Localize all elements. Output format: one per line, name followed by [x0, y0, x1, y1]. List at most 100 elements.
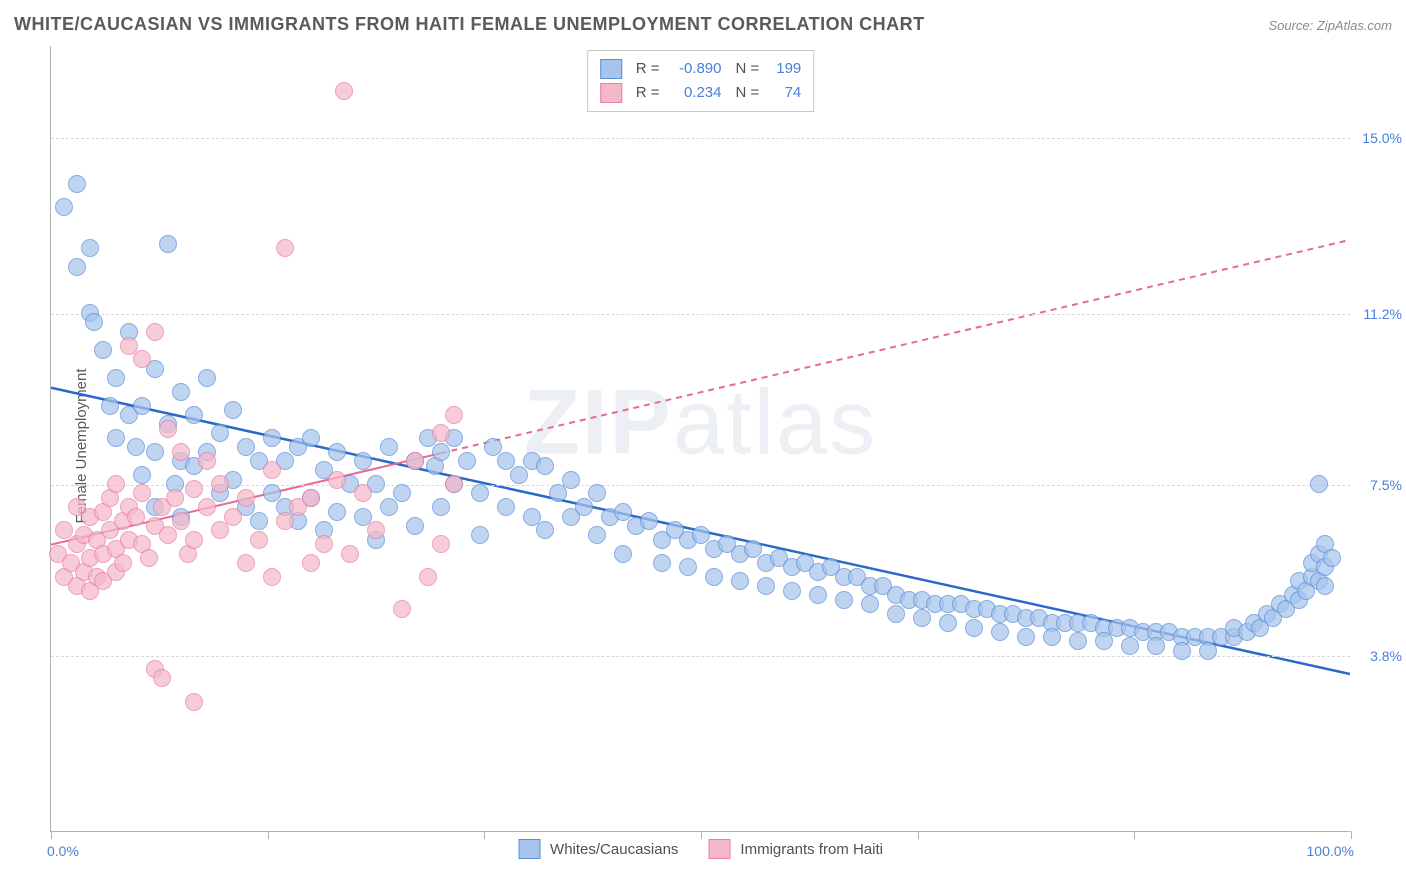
scatter-point [1147, 637, 1165, 655]
legend-swatch-0 [600, 59, 622, 79]
x-tick [1134, 831, 1135, 839]
scatter-point [458, 452, 476, 470]
scatter-point [965, 619, 983, 637]
scatter-point [497, 498, 515, 516]
legend-item-0: Whites/Caucasians [518, 839, 678, 859]
legend-row-series-0: R = -0.890 N = 199 [600, 57, 802, 81]
scatter-point [159, 235, 177, 253]
scatter-point [302, 554, 320, 572]
scatter-point [757, 577, 775, 595]
scatter-point [140, 549, 158, 567]
gridline [51, 485, 1350, 486]
scatter-point [367, 521, 385, 539]
x-tick [1351, 831, 1352, 839]
scatter-point [133, 350, 151, 368]
r-label: R = [636, 81, 660, 105]
scatter-point [263, 568, 281, 586]
series-legend: Whites/Caucasians Immigrants from Haiti [518, 839, 883, 859]
scatter-point [224, 401, 242, 419]
scatter-point [133, 484, 151, 502]
scatter-point [159, 420, 177, 438]
scatter-point [380, 498, 398, 516]
scatter-plot: ZIPatlas R = -0.890 N = 199 R = 0.234 N … [50, 46, 1350, 832]
scatter-point [198, 452, 216, 470]
scatter-point [783, 582, 801, 600]
scatter-point [107, 429, 125, 447]
scatter-point [172, 443, 190, 461]
source-prefix: Source: [1268, 18, 1316, 33]
scatter-point [198, 498, 216, 516]
scatter-point [85, 313, 103, 331]
scatter-point [224, 508, 242, 526]
x-tick [268, 831, 269, 839]
scatter-point [341, 545, 359, 563]
scatter-point [185, 693, 203, 711]
scatter-point [861, 595, 879, 613]
scatter-point [1199, 642, 1217, 660]
x-tick [918, 831, 919, 839]
scatter-point [510, 466, 528, 484]
scatter-point [575, 498, 593, 516]
scatter-point [263, 429, 281, 447]
scatter-point [153, 669, 171, 687]
gridline [51, 314, 1350, 315]
scatter-point [549, 484, 567, 502]
scatter-point [809, 586, 827, 604]
x-axis-max-label: 100.0% [1307, 843, 1354, 859]
scatter-point [211, 475, 229, 493]
scatter-point [588, 526, 606, 544]
scatter-point [276, 512, 294, 530]
scatter-point [445, 475, 463, 493]
scatter-point [1043, 628, 1061, 646]
scatter-point [432, 443, 450, 461]
scatter-point [198, 369, 216, 387]
scatter-point [172, 383, 190, 401]
scatter-point [562, 471, 580, 489]
scatter-point [114, 554, 132, 572]
scatter-point [679, 558, 697, 576]
scatter-point [94, 341, 112, 359]
legend-swatch-icon [708, 839, 730, 859]
y-tick-label: 3.8% [1370, 648, 1402, 664]
y-tick-label: 7.5% [1370, 477, 1402, 493]
n-label: N = [736, 81, 760, 105]
scatter-point [1323, 549, 1341, 567]
scatter-point [471, 526, 489, 544]
chart-title: WHITE/CAUCASIAN VS IMMIGRANTS FROM HAITI… [14, 14, 925, 35]
legend-item-1: Immigrants from Haiti [708, 839, 883, 859]
scatter-point [432, 498, 450, 516]
scatter-point [166, 489, 184, 507]
legend-row-series-1: R = 0.234 N = 74 [600, 81, 802, 105]
scatter-point [315, 535, 333, 553]
scatter-point [640, 512, 658, 530]
scatter-point [471, 484, 489, 502]
scatter-point [159, 526, 177, 544]
scatter-point [614, 545, 632, 563]
scatter-point [432, 535, 450, 553]
scatter-point [107, 475, 125, 493]
scatter-point [1310, 475, 1328, 493]
n-value-1: 74 [759, 81, 801, 105]
scatter-point [1017, 628, 1035, 646]
scatter-point [432, 424, 450, 442]
r-label: R = [636, 57, 660, 81]
scatter-point [588, 484, 606, 502]
scatter-point [354, 484, 372, 502]
scatter-point [406, 452, 424, 470]
scatter-point [263, 461, 281, 479]
watermark: ZIPatlas [524, 370, 877, 475]
legend-swatch-icon [518, 839, 540, 859]
scatter-point [705, 568, 723, 586]
scatter-point [393, 484, 411, 502]
scatter-point [393, 600, 411, 618]
r-value-1: 0.234 [660, 81, 722, 105]
scatter-point [302, 429, 320, 447]
scatter-point [127, 438, 145, 456]
scatter-point [835, 591, 853, 609]
gridline [51, 656, 1350, 657]
correlation-legend: R = -0.890 N = 199 R = 0.234 N = 74 [587, 50, 815, 112]
x-tick [484, 831, 485, 839]
scatter-point [250, 512, 268, 530]
scatter-point [101, 397, 119, 415]
scatter-point [991, 623, 1009, 641]
